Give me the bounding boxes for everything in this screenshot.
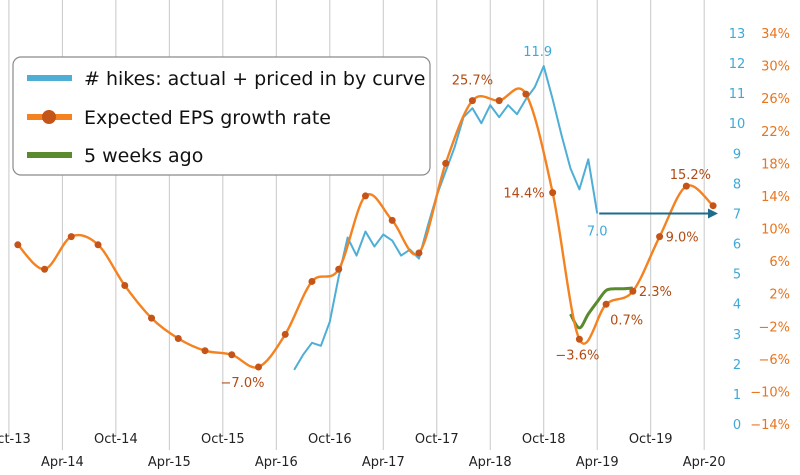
data-label-eps: −7.0% [221,376,265,391]
arrow-head [708,208,718,219]
series-point-eps [361,192,369,200]
right-axis-tick-label: 30% [761,60,790,75]
x-tick-label: Oct-18 [522,432,566,447]
left-axis-tick-label: 7 [733,207,741,222]
left-axis-tick-label: 4 [733,298,741,313]
series-point-eps [442,159,450,167]
data-label-eps: 14.4% [503,187,544,202]
series-line-eps [16,87,714,369]
series-point-eps [281,330,289,338]
right-axis-tick-label: 14% [761,190,790,205]
left-axis-tick-label: 13 [729,27,746,42]
left-axis-tick-label: 8 [733,177,741,192]
legend-label-hikes: # hikes: actual + priced in by curve [84,68,425,90]
legend-label-eps: Expected EPS growth rate [84,107,331,129]
x-axis: Oct-13 Oct-14 Oct-15 Oct-16 Oct-17 Oct-18 Oct-… [0,432,726,470]
data-label-eps: 9.0% [666,231,699,246]
right-axis-tick-label: 22% [761,125,790,140]
series-point-eps [575,335,583,343]
data-label-hikes: 11.9 [523,45,552,60]
series-point-eps [228,351,236,359]
left-axis-tick-label: 3 [733,328,741,343]
series-point-eps [388,216,396,224]
left-axis-tick-label: 10 [729,117,746,132]
x-tick-label: Oct-13 [0,432,31,447]
right-axis-tick-label: 34% [761,27,790,42]
x-tick-label: Oct-14 [94,432,138,447]
series-point-eps [94,241,102,249]
data-label-eps: 15.2% [670,168,711,183]
x-tick-label: Oct-16 [308,432,352,447]
right-axis-tick-label: 18% [761,157,790,172]
series-point-eps [335,265,343,273]
left-axis-tick-label: 5 [733,268,741,283]
legend-marker-eps [42,110,56,124]
x-tick-label: Apr-20 [683,455,726,470]
series-point-eps [174,334,182,342]
series-point-eps [656,233,664,241]
series-layer [14,65,718,371]
left-axis-tick-label: 9 [733,147,741,162]
right-axis-tick-label: −6% [758,353,790,368]
left-axis-tick-label: 1 [733,388,741,403]
left-axis-tick-label: 2 [733,358,741,373]
series-point-eps [308,277,316,285]
series-point-eps [682,182,690,190]
series-point-eps [602,300,610,308]
series-point-eps [148,314,156,322]
series-point-eps [67,233,75,241]
right-axis-tick-label: 6% [769,255,790,270]
right-axis-tick-label: 2% [769,288,790,303]
right-axis-tick-label: −2% [758,320,790,335]
x-tick-label: Apr-14 [41,455,84,470]
series-point-eps [549,189,557,197]
data-label-eps: 25.7% [452,74,493,89]
series-point-eps [522,90,530,98]
series-point-eps [201,347,209,355]
x-tick-label: Apr-18 [469,455,512,470]
series-point-eps [468,97,476,105]
series-point-eps [415,249,423,257]
legend: # hikes: actual + priced in by curve Exp… [12,56,431,176]
series-line-hikes [293,65,599,371]
left-axis-tick-label: 12 [729,57,746,72]
x-tick-label: Oct-17 [415,432,459,447]
x-tick-label: Oct-15 [201,432,245,447]
right-axis-tick-label: −10% [750,385,790,400]
x-tick-label: Apr-15 [148,455,191,470]
left-axis-tick-label: 6 [733,238,741,253]
right-axis-tick-label: 10% [761,223,790,238]
series-point-eps [41,265,49,273]
data-labels: −7.0% 25.7% 14.4% −3.6% 0.7% 2.3% 9.0% 15.2% 11.… [221,45,711,391]
x-tick-label: Apr-16 [255,455,298,470]
series-point-eps [709,202,717,210]
series-point-eps [495,97,503,105]
data-label-eps: 0.7% [610,313,643,328]
left-axis-tick-label: 0 [733,418,741,433]
series-point-eps [254,363,262,371]
x-tick-label: Apr-17 [362,455,405,470]
x-tick-label: Apr-19 [576,455,619,470]
series-point-eps [14,241,22,249]
series-point-eps [121,282,129,290]
legend-box [12,56,431,176]
right-axis-tick-label: 26% [761,92,790,107]
right-axis-tick-label: −14% [750,418,790,433]
series-line-5-weeks-ago [569,286,634,330]
right-axis: 34% 30% 26% 22% 18% 14% 10% 6% 2% −2% −6% −10% −14% [750,27,790,433]
legend-label-5-weeks-ago: 5 weeks ago [84,145,203,167]
data-label-hikes: 7.0 [587,224,608,239]
x-tick-label: Oct-19 [629,432,673,447]
data-label-eps: 2.3% [639,285,672,300]
left-axis-tick-label: 11 [729,87,746,102]
series-point-eps [629,287,637,295]
data-label-eps: −3.6% [555,348,599,363]
